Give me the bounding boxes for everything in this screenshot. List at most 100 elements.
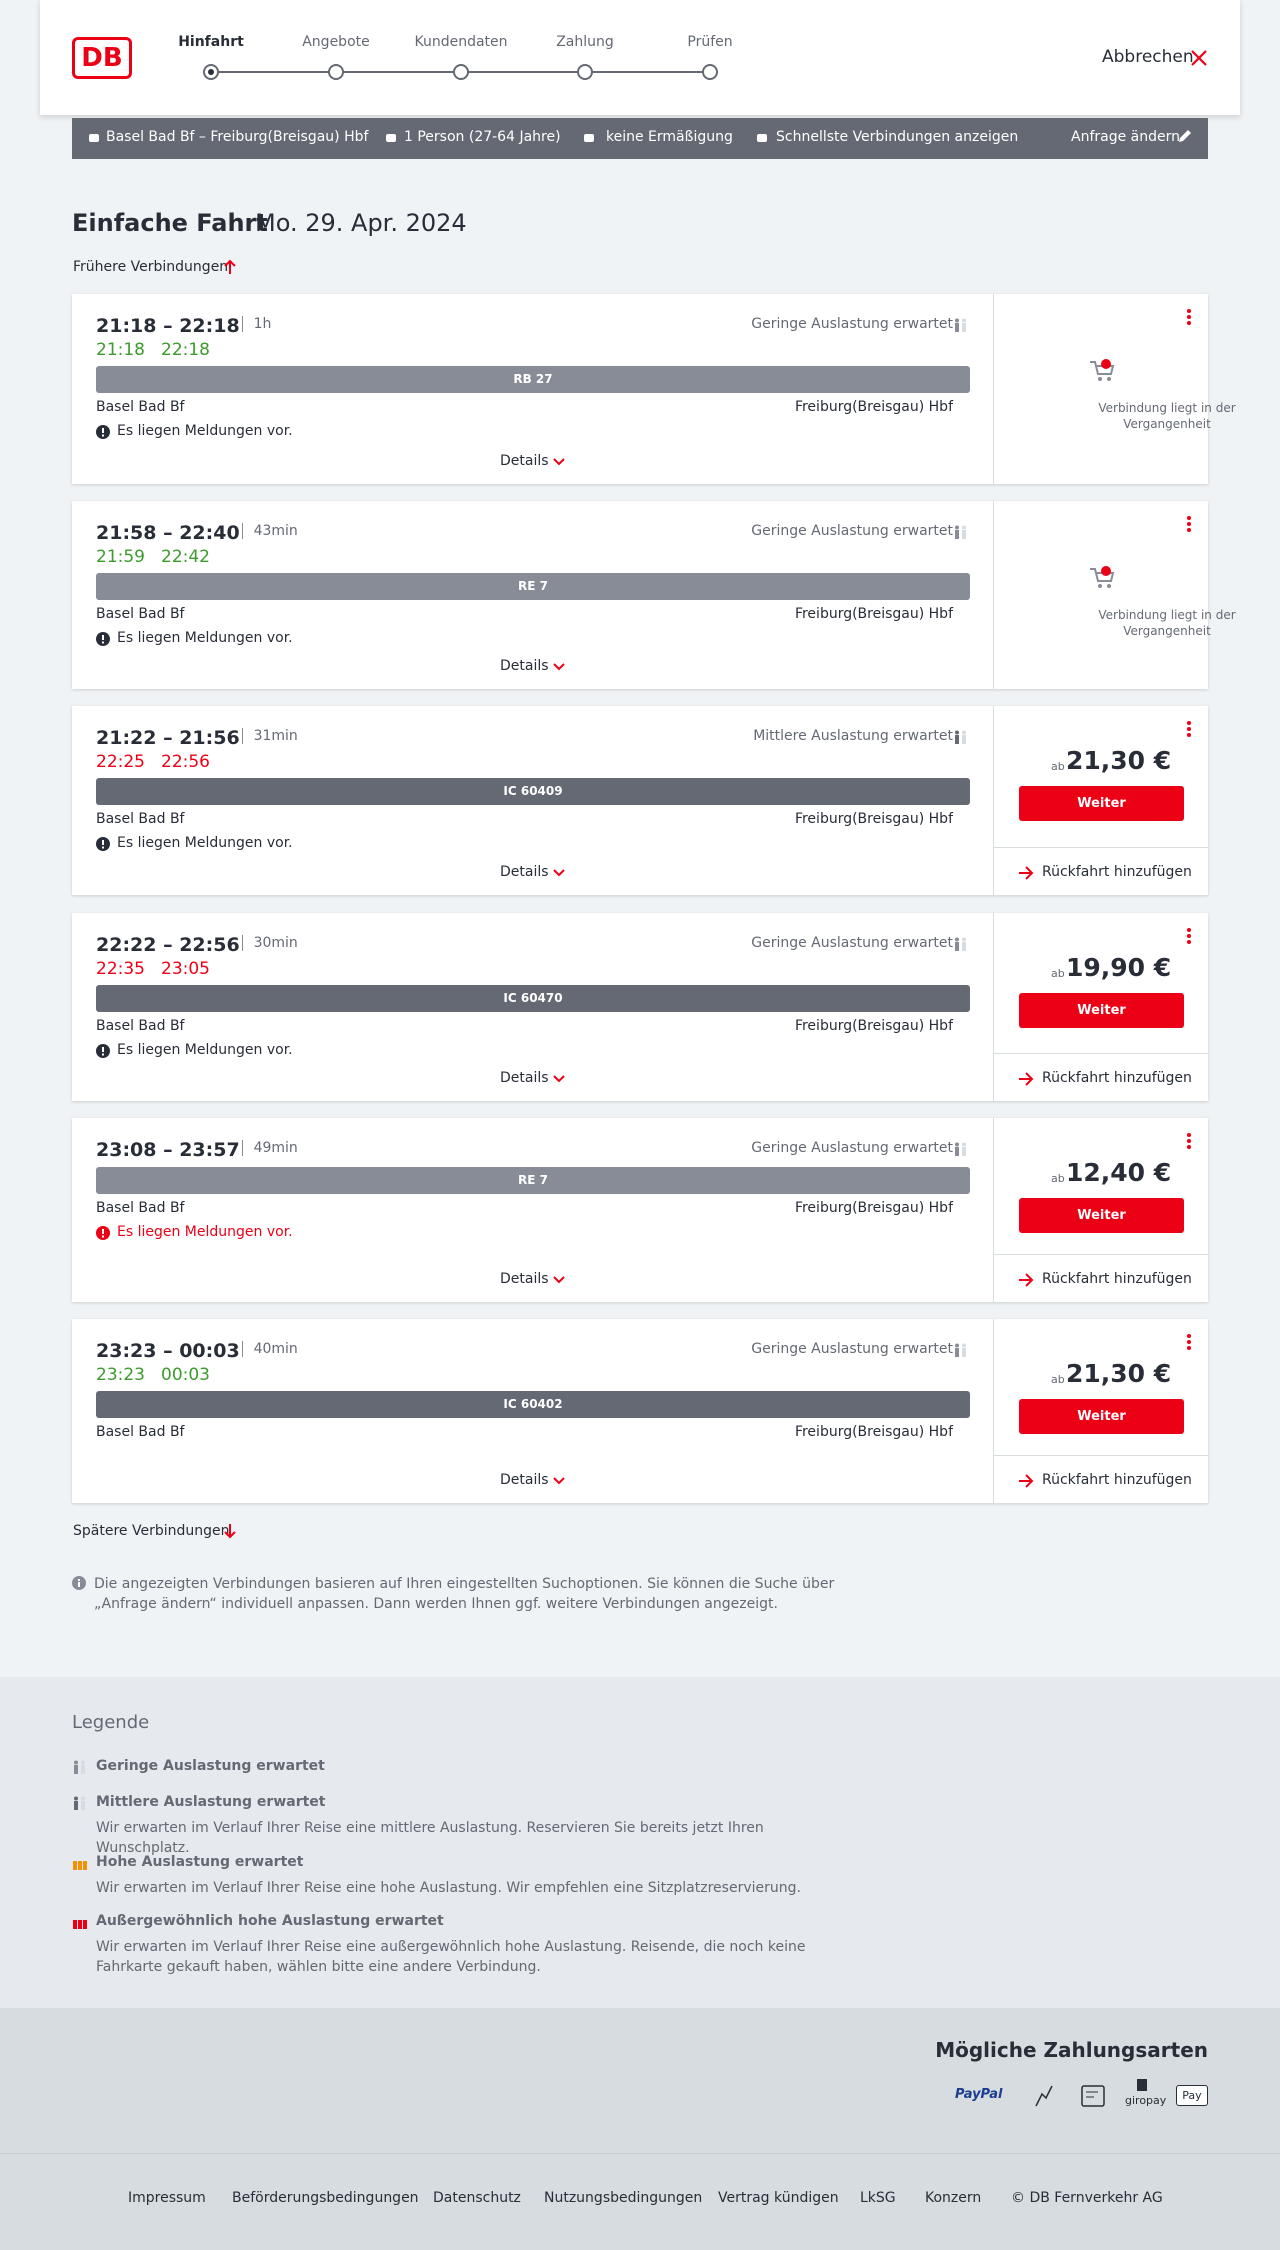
legend-icon [73, 1861, 87, 1870]
past-icon [1090, 566, 1115, 588]
connection-card: 21:18 – 22:18 1h Geringe Auslastung erwart… [72, 294, 1236, 484]
return-link[interactable]: Rückfahrt hinzufügen [1042, 1070, 1192, 1086]
realtime: 00:03 [161, 1365, 210, 1385]
notice: Es liegen Meldungen vor. [117, 1042, 293, 1058]
return-link[interactable]: Rückfahrt hinzufügen [1042, 864, 1192, 880]
notice: Es liegen Meldungen vor. [117, 835, 293, 851]
from-station: Basel Bad Bf [96, 1424, 185, 1440]
return-arrow [1019, 1072, 1034, 1086]
step-label: Kundendaten [414, 34, 508, 50]
occupancy-icon [955, 937, 966, 951]
times: 21:22 – 21:56 [96, 727, 240, 749]
occupancy-icon [955, 525, 966, 539]
step-label: Hinfahrt [178, 34, 244, 50]
train-bar: RB 27 [96, 366, 970, 393]
trip-title: Einfache Fahrt [72, 209, 268, 237]
details-chevron [553, 663, 565, 671]
details-link[interactable]: Details [500, 453, 549, 469]
details-link[interactable]: Details [500, 1472, 549, 1488]
details-chevron [553, 458, 565, 466]
legend-name: Geringe Auslastung erwartet [96, 1758, 325, 1774]
connection-card: 23:23 – 00:03 40min Geringe Auslastung erw… [72, 1319, 1208, 1503]
train-bar: IC 60409 [96, 778, 970, 805]
step-dot [453, 64, 469, 80]
occupancy: Mittlere Auslastung erwartet [753, 728, 953, 744]
continue-button[interactable]: Weiter [1019, 786, 1184, 821]
train-bar: IC 60470 [96, 985, 970, 1012]
footer-link[interactable]: Nutzungsbedingungen [544, 2190, 703, 2206]
separator [241, 523, 243, 539]
footer-link[interactable]: Datenschutz [433, 2190, 521, 2206]
earlier-link[interactable]: Frühere Verbindungen [73, 259, 229, 275]
notice: Es liegen Meldungen vor. [117, 1224, 293, 1240]
step-dot-active [208, 69, 214, 75]
return-link[interactable]: Rückfahrt hinzufügen [1042, 1472, 1192, 1488]
legend-icon [74, 1796, 85, 1810]
footer-link[interactable]: Beförderungsbedingungen [232, 2190, 419, 2206]
return-arrow [1019, 866, 1034, 880]
from-station: Basel Bad Bf [96, 1200, 185, 1216]
continue-button[interactable]: Weiter [1019, 993, 1184, 1028]
legend-description: Wir erwarten im Verlauf Ihrer Reise eine… [96, 1939, 806, 1975]
card-divider [993, 1118, 994, 1302]
arrow-down [224, 1524, 236, 1539]
change-request[interactable]: Anfrage ändern [1071, 129, 1180, 145]
duration: 40min [253, 1341, 298, 1357]
return-link[interactable]: Rückfahrt hinzufügen [1042, 1271, 1192, 1287]
from-station: Basel Bad Bf [96, 606, 185, 622]
details-link[interactable]: Details [500, 658, 549, 674]
more-menu [1187, 516, 1191, 532]
from-station: Basel Bad Bf [96, 1018, 185, 1034]
price-prefix: ab [1051, 1373, 1065, 1386]
search-icon [386, 134, 396, 142]
continue-button[interactable]: Weiter [1019, 1198, 1184, 1233]
realtime: 21:18 [96, 340, 145, 360]
search-passengers: 1 Person (27-64 Jahre) [404, 129, 561, 145]
footer-divider [0, 2153, 1280, 2154]
step-label: Zahlung [556, 34, 614, 50]
connection-card: 21:22 – 21:56 31min Mittlere Auslastung er… [72, 706, 1208, 895]
separator [241, 316, 243, 332]
footer-link[interactable]: LkSG [860, 2190, 896, 2206]
price: 19,90 € [1066, 953, 1172, 982]
legend-icon [73, 1920, 87, 1929]
cancel-button[interactable]: Abbrechen [1102, 47, 1194, 67]
times: 21:18 – 22:18 [96, 315, 240, 337]
past-icon [1090, 359, 1115, 381]
occupancy: Geringe Auslastung erwartet [751, 935, 953, 951]
to-station: Freiburg(Breisgau) Hbf [794, 606, 953, 622]
footer [0, 2154, 1280, 2250]
train-bar: RE 7 [96, 573, 970, 600]
more-menu [1187, 309, 1191, 325]
search-icon [89, 134, 99, 142]
later-link[interactable]: Spätere Verbindungen [73, 1523, 230, 1539]
info-icon [72, 1576, 86, 1590]
more-menu [1187, 1133, 1191, 1149]
times: 23:08 – 23:57 [96, 1139, 240, 1161]
price-prefix: ab [1051, 760, 1065, 773]
legend-name: Außergewöhnlich hohe Auslastung erwartet [96, 1913, 444, 1929]
footer-link[interactable]: Konzern [925, 2190, 982, 2206]
search-fastest[interactable]: Schnellste Verbindungen anzeigen [776, 129, 1019, 145]
paypal-logo: PayPal [955, 2087, 1003, 2102]
footer-link[interactable]: Impressum [128, 2190, 206, 2206]
edit-icon [1179, 130, 1191, 142]
notice: Es liegen Meldungen vor. [117, 423, 293, 439]
details-link[interactable]: Details [500, 1070, 549, 1086]
to-station: Freiburg(Breisgau) Hbf [794, 1200, 953, 1216]
notice-icon [96, 1226, 110, 1240]
details-link[interactable]: Details [500, 864, 549, 880]
details-chevron [553, 1477, 565, 1485]
footer-link[interactable]: Vertrag kündigen [718, 2190, 839, 2206]
separator [241, 1341, 243, 1357]
action-divider [994, 1254, 1208, 1255]
details-link[interactable]: Details [500, 1271, 549, 1287]
notice-icon [96, 425, 110, 439]
train-bar: IC 60402 [96, 1391, 970, 1418]
payment-icon [1137, 2079, 1147, 2091]
payment-icon [1081, 2085, 1105, 2107]
step-label: Angebote [302, 34, 370, 50]
trip-date: Mo. 29. Apr. 2024 [255, 209, 467, 237]
connection-card: 23:08 – 23:57 49min Geringe Auslastung erw… [72, 1118, 1208, 1302]
continue-button[interactable]: Weiter [1019, 1399, 1184, 1434]
